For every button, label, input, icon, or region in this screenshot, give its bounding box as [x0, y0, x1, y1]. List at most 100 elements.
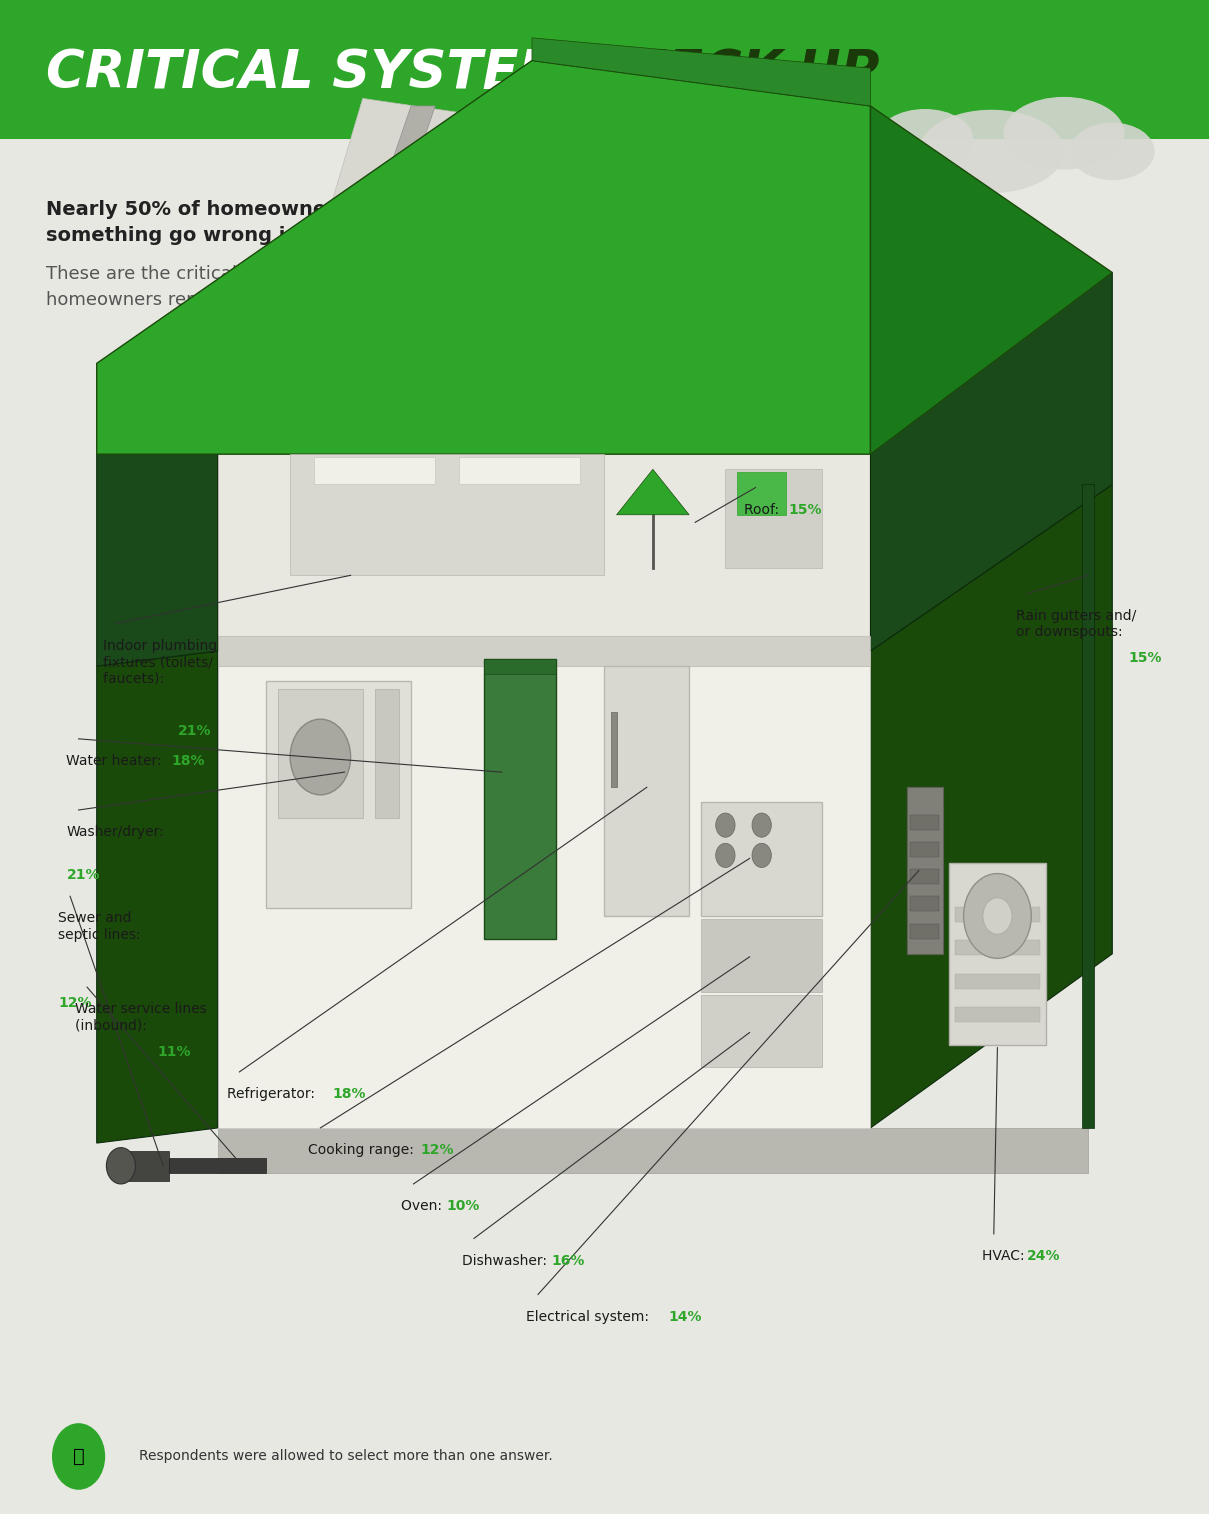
- Text: HVAC:: HVAC:: [982, 1249, 1029, 1263]
- Polygon shape: [870, 484, 1112, 1128]
- Ellipse shape: [751, 177, 845, 232]
- Polygon shape: [907, 787, 943, 954]
- Polygon shape: [266, 681, 411, 908]
- Polygon shape: [762, 124, 798, 424]
- Polygon shape: [955, 1007, 1040, 1022]
- Polygon shape: [278, 689, 363, 818]
- Polygon shape: [870, 273, 1112, 651]
- Polygon shape: [955, 974, 1040, 989]
- Polygon shape: [611, 114, 629, 424]
- Text: 21%: 21%: [178, 724, 212, 737]
- Circle shape: [52, 1423, 105, 1490]
- FancyBboxPatch shape: [0, 0, 1209, 139]
- Polygon shape: [423, 91, 532, 424]
- Ellipse shape: [805, 170, 884, 217]
- Polygon shape: [455, 114, 532, 424]
- Text: 11%: 11%: [157, 1045, 191, 1058]
- Text: 21%: 21%: [66, 868, 100, 881]
- Text: Water service lines
(inbound):: Water service lines (inbound):: [75, 1002, 207, 1033]
- Polygon shape: [302, 106, 435, 424]
- Ellipse shape: [919, 109, 1064, 192]
- Text: These are the critical home systems that
homeowners reported as breaking down.: These are the critical home systems that…: [46, 265, 417, 309]
- Polygon shape: [665, 114, 701, 424]
- Text: Sewer and
septic lines:: Sewer and septic lines:: [58, 911, 140, 958]
- Text: 12%: 12%: [421, 1143, 455, 1157]
- Polygon shape: [459, 457, 580, 484]
- Ellipse shape: [1070, 123, 1155, 180]
- Ellipse shape: [1003, 97, 1124, 170]
- Text: 14%: 14%: [669, 1310, 702, 1323]
- Polygon shape: [532, 38, 870, 106]
- Text: Roof:: Roof:: [744, 503, 783, 516]
- Ellipse shape: [877, 109, 973, 170]
- Polygon shape: [737, 472, 786, 515]
- Polygon shape: [870, 106, 1112, 454]
- Text: CRITICAL SYSTEMS: CRITICAL SYSTEMS: [46, 47, 627, 98]
- Polygon shape: [725, 469, 822, 568]
- Text: Indoor plumbing
fixtures (toilets/
faucets):: Indoor plumbing fixtures (toilets/ fauce…: [103, 639, 216, 686]
- Circle shape: [752, 813, 771, 837]
- Text: 12%: 12%: [58, 996, 92, 1010]
- Text: Refrigerator:: Refrigerator:: [227, 1087, 319, 1101]
- Polygon shape: [314, 457, 435, 484]
- Polygon shape: [910, 815, 939, 830]
- Circle shape: [106, 1148, 135, 1184]
- Polygon shape: [910, 924, 939, 939]
- Polygon shape: [533, 114, 580, 424]
- Polygon shape: [290, 454, 604, 575]
- Polygon shape: [218, 651, 870, 1128]
- Ellipse shape: [849, 186, 904, 223]
- Polygon shape: [375, 689, 399, 818]
- Polygon shape: [910, 869, 939, 884]
- Polygon shape: [218, 1128, 1088, 1173]
- Text: 16%: 16%: [551, 1254, 585, 1267]
- Text: Oven:: Oven:: [401, 1199, 447, 1213]
- Polygon shape: [701, 802, 822, 916]
- Text: 24%: 24%: [1026, 1249, 1060, 1263]
- Text: Water heater:: Water heater:: [66, 754, 167, 768]
- Polygon shape: [266, 98, 822, 424]
- Circle shape: [983, 898, 1012, 934]
- Polygon shape: [377, 114, 484, 424]
- Text: 15%: 15%: [788, 503, 822, 516]
- Circle shape: [716, 843, 735, 868]
- Polygon shape: [218, 424, 870, 651]
- Polygon shape: [121, 1151, 169, 1181]
- Text: 10%: 10%: [446, 1199, 480, 1213]
- Polygon shape: [701, 919, 822, 992]
- Polygon shape: [701, 995, 822, 1067]
- Text: Cooking range:: Cooking range:: [308, 1143, 418, 1157]
- Polygon shape: [910, 896, 939, 911]
- Polygon shape: [97, 61, 870, 454]
- Text: 🏰: 🏰: [73, 1447, 85, 1466]
- Polygon shape: [544, 98, 629, 424]
- Text: CHECK-UP: CHECK-UP: [584, 47, 879, 98]
- Polygon shape: [145, 1158, 266, 1173]
- Ellipse shape: [723, 177, 786, 217]
- Text: 18%: 18%: [332, 1087, 366, 1101]
- Text: Electrical system:: Electrical system:: [526, 1310, 653, 1323]
- Polygon shape: [617, 469, 689, 515]
- Polygon shape: [611, 712, 617, 787]
- Text: Nearly 50% of homeowners experienced
something go wrong in their home last year.: Nearly 50% of homeowners experienced som…: [46, 200, 534, 245]
- Circle shape: [716, 813, 735, 837]
- Circle shape: [964, 874, 1031, 958]
- Text: Washer/dryer:: Washer/dryer:: [66, 825, 164, 855]
- Text: 18%: 18%: [172, 754, 206, 768]
- Polygon shape: [484, 659, 556, 674]
- Polygon shape: [949, 863, 1046, 1045]
- Circle shape: [752, 843, 771, 868]
- Polygon shape: [955, 940, 1040, 955]
- Text: 15%: 15%: [1128, 651, 1162, 665]
- Polygon shape: [955, 907, 1040, 922]
- Polygon shape: [604, 666, 689, 916]
- Polygon shape: [290, 291, 798, 303]
- Polygon shape: [97, 651, 218, 1143]
- Polygon shape: [218, 636, 870, 666]
- Circle shape: [290, 719, 351, 795]
- Polygon shape: [665, 109, 725, 424]
- Text: Respondents were allowed to select more than one answer.: Respondents were allowed to select more …: [139, 1449, 553, 1464]
- Polygon shape: [484, 659, 556, 939]
- Polygon shape: [97, 424, 218, 666]
- Text: Rain gutters and/
or downspouts:: Rain gutters and/ or downspouts:: [1016, 609, 1135, 639]
